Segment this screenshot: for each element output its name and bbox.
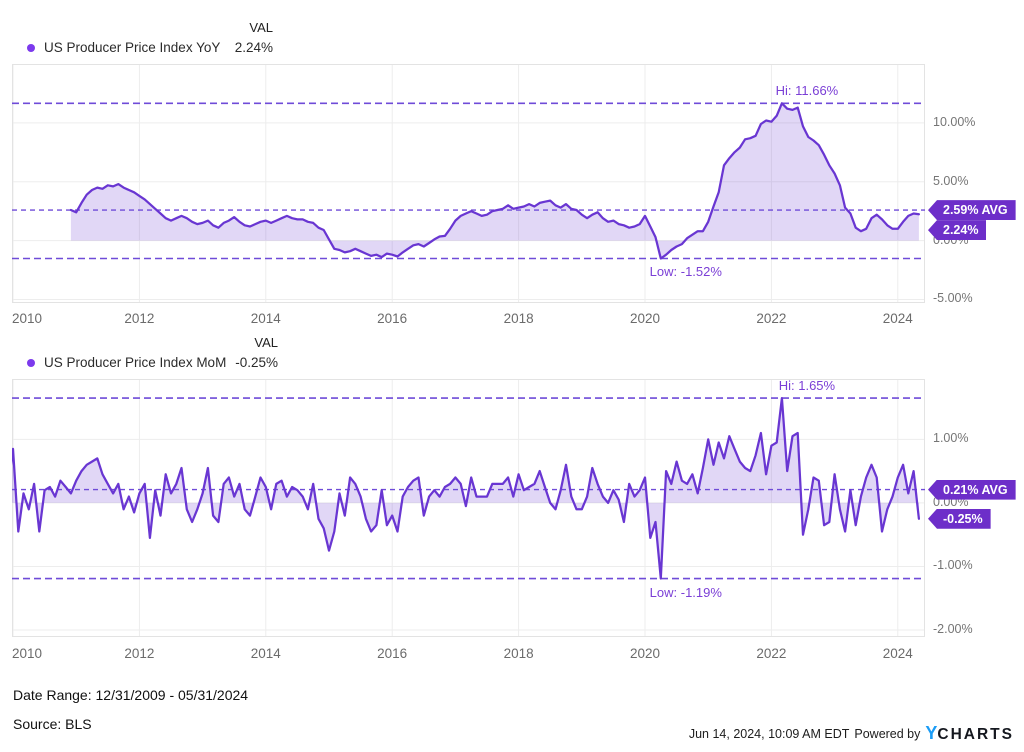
source-label: Source: BLS (13, 716, 92, 732)
current-value-badge: -0.25% (928, 508, 991, 529)
series-current-value: 2.24% (234, 40, 273, 55)
series-legend-dot (27, 359, 35, 367)
timestamp-label: Jun 14, 2024, 10:09 AM EDT (688, 726, 850, 741)
x-axis-tick-label: 2012 (124, 646, 155, 661)
x-axis-tick-label: 2018 (503, 646, 534, 661)
plot-border (12, 379, 925, 637)
series-legend-dot (27, 44, 35, 52)
y-axis-tick-label: -5.00% (933, 291, 973, 306)
y-axis-tick-label: 10.00% (933, 114, 976, 129)
series-current-value: -0.25% (235, 355, 278, 370)
footer-attribution: Jun 14, 2024, 10:09 AM EDT Powered by Y … (689, 723, 1014, 744)
mom-chart-plot-area (12, 379, 925, 637)
plot-border (12, 64, 925, 303)
ycharts-logo: Y CHARTS (925, 723, 1014, 744)
low-annotation: Low: -1.52% (649, 264, 722, 280)
x-axis-tick-label: 2018 (503, 311, 534, 326)
x-axis-tick-label: 2020 (629, 646, 661, 661)
y-axis-tick-label: -1.00% (933, 558, 973, 573)
x-axis-tick-label: 2016 (377, 311, 408, 326)
y-axis-tick-label: -2.00% (933, 622, 973, 636)
low-annotation: Low: -1.19% (649, 584, 722, 600)
x-axis-tick-label: 2016 (377, 646, 408, 661)
series-legend: US Producer Price Index YoY 2.24% (0, 40, 400, 57)
date-range-label: Date Range: 12/31/2009 - 05/31/2024 (13, 687, 249, 703)
val-column-header: VAL (254, 335, 278, 350)
x-axis-tick-label: 2022 (756, 646, 787, 661)
yoy-chart-plot-area (12, 64, 925, 303)
y-axis-tick-label: 1.00% (933, 431, 969, 446)
series-area-fill (70, 103, 919, 259)
series-line (69, 102, 921, 260)
ycharts-logo-y: Y (925, 723, 938, 743)
high-annotation: Hi: 11.66% (775, 83, 839, 99)
current-value-badge: 2.24% (928, 220, 987, 241)
val-column-header: VAL (249, 20, 273, 35)
series-legend-label: US Producer Price Index MoM (44, 355, 227, 370)
x-axis-tick-label: 2024 (882, 311, 913, 326)
high-annotation: Hi: 1.65% (778, 378, 836, 394)
x-axis-tick-label: 2022 (756, 311, 787, 326)
x-axis-tick-label: 2010 (12, 311, 43, 326)
y-axis-tick-label: 5.00% (933, 173, 969, 188)
x-axis-tick-label: 2020 (629, 311, 661, 326)
x-axis-tick-label: 2010 (12, 646, 43, 661)
series-line (12, 396, 921, 580)
powered-by-label: Powered by (854, 726, 921, 741)
x-axis-tick-label: 2014 (250, 646, 281, 661)
series-area-fill (12, 398, 919, 579)
ycharts-logo-charts: CHARTS (937, 726, 1014, 743)
avg-value-badge: 2.59% AVG (928, 200, 1016, 221)
x-axis-tick-label: 2024 (882, 646, 913, 661)
avg-value-badge: 0.21% AVG (928, 479, 1016, 500)
series-legend-label: US Producer Price Index YoY (44, 40, 221, 55)
series-legend: US Producer Price Index MoM -0.25% (0, 355, 400, 372)
x-axis-tick-label: 2012 (124, 311, 155, 326)
x-axis-tick-label: 2014 (250, 311, 281, 326)
